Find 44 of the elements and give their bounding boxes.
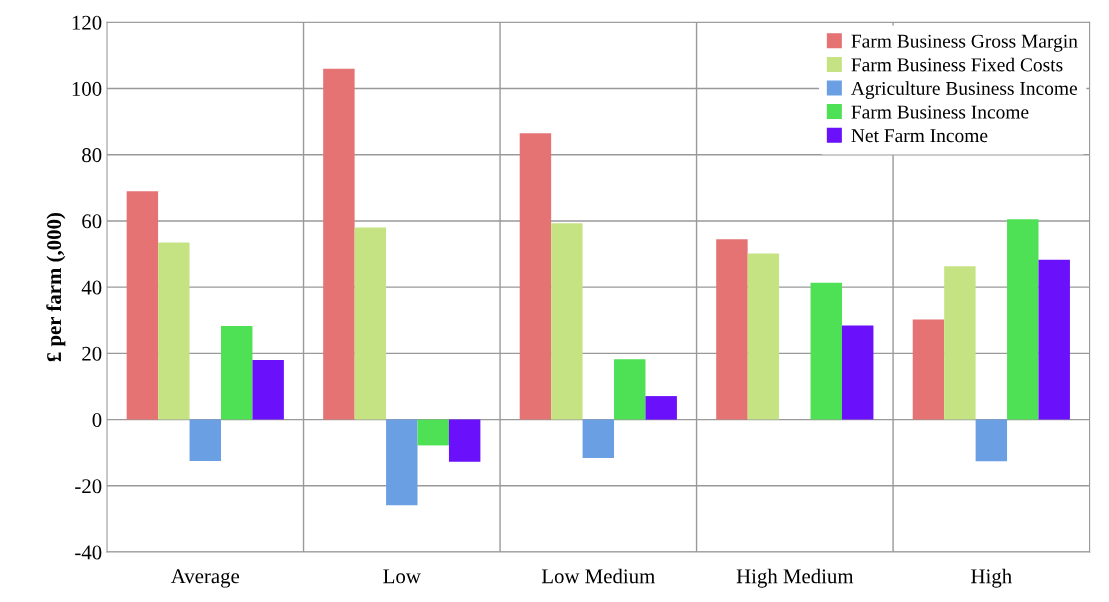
bar — [189, 419, 221, 461]
bar — [810, 282, 842, 420]
bar — [221, 325, 253, 420]
x-tick-label: High Medium — [736, 568, 854, 588]
bar — [912, 319, 945, 420]
bar — [519, 133, 552, 420]
y-tick-label: 20 — [82, 346, 102, 361]
bar — [158, 242, 190, 420]
bar — [354, 227, 387, 420]
bar — [747, 253, 780, 420]
bar — [551, 223, 583, 420]
y-tick-label: -20 — [75, 479, 102, 494]
x-tick-label: Low — [383, 569, 421, 584]
bar — [126, 191, 159, 420]
bar — [716, 239, 748, 420]
bar — [582, 419, 615, 458]
bar — [975, 419, 1008, 462]
bar — [448, 419, 481, 462]
y-axis-title: £ per farm (,000) — [46, 213, 66, 362]
legend-label: Farm Business Income — [851, 105, 1029, 119]
y-tick-label: 120 — [72, 15, 102, 30]
legend-label: Net Farm Income — [851, 129, 988, 143]
legend-label: Farm Business Fixed Costs — [851, 57, 1063, 72]
bar — [645, 396, 677, 420]
y-tick-label: -40 — [75, 545, 102, 560]
bar — [1007, 219, 1039, 420]
x-tick-label: Low Medium — [541, 568, 655, 584]
legend-label: Agriculture Business Income — [851, 81, 1077, 99]
bar — [1038, 259, 1070, 420]
legend-label: Farm Business Gross Margin — [851, 34, 1078, 52]
bar — [323, 68, 355, 420]
y-tick-label: 60 — [82, 214, 102, 229]
bar — [841, 325, 874, 420]
x-tick-label: Average — [170, 569, 240, 588]
bar — [417, 419, 449, 446]
y-tick-label: 100 — [72, 81, 102, 96]
y-tick-label: 80 — [82, 148, 102, 163]
x-tick-label: High — [971, 568, 1012, 588]
bar — [944, 266, 976, 420]
bar — [386, 419, 418, 506]
bar — [252, 360, 284, 420]
y-tick-label: 40 — [81, 280, 102, 295]
bar — [614, 359, 646, 420]
y-tick-label: 0 — [92, 412, 102, 428]
